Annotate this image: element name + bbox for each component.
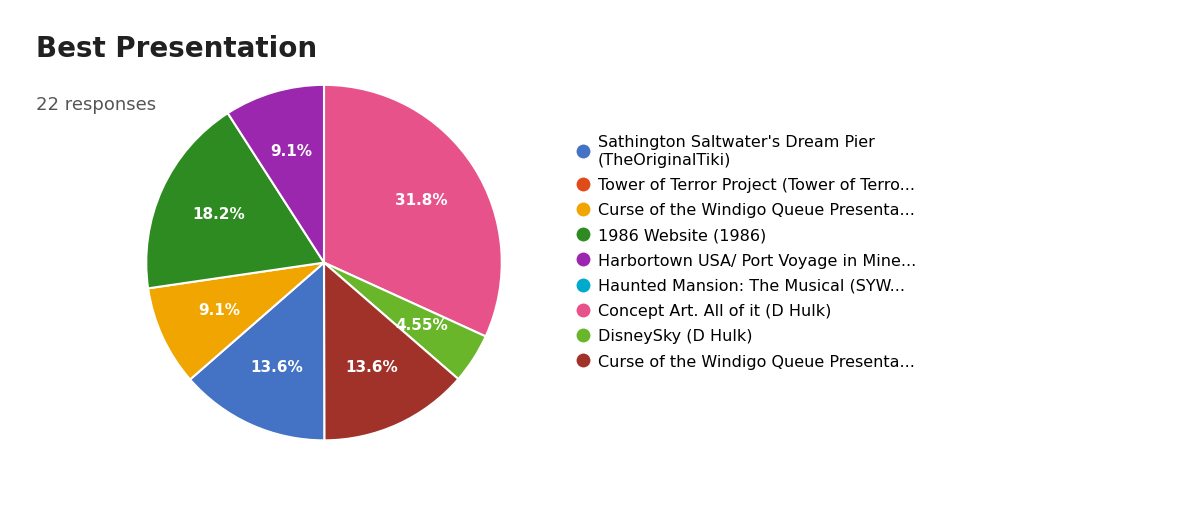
Text: 9.1%: 9.1% <box>270 144 312 159</box>
Text: 22 responses: 22 responses <box>36 96 156 114</box>
Wedge shape <box>228 85 324 263</box>
Wedge shape <box>190 263 324 440</box>
Wedge shape <box>148 263 324 379</box>
Wedge shape <box>324 263 458 440</box>
Text: Best Presentation: Best Presentation <box>36 35 317 63</box>
Text: 13.6%: 13.6% <box>250 361 302 375</box>
Wedge shape <box>324 263 486 379</box>
Text: 31.8%: 31.8% <box>395 192 448 208</box>
Wedge shape <box>324 85 502 336</box>
Text: 9.1%: 9.1% <box>198 304 240 319</box>
Text: 18.2%: 18.2% <box>192 207 245 222</box>
Legend: Sathington Saltwater's Dream Pier
(TheOriginalTiki), Tower of Terror Project (To: Sathington Saltwater's Dream Pier (TheOr… <box>578 135 916 370</box>
Wedge shape <box>146 113 324 288</box>
Text: 4.55%: 4.55% <box>395 318 448 333</box>
Text: 13.6%: 13.6% <box>346 360 398 375</box>
